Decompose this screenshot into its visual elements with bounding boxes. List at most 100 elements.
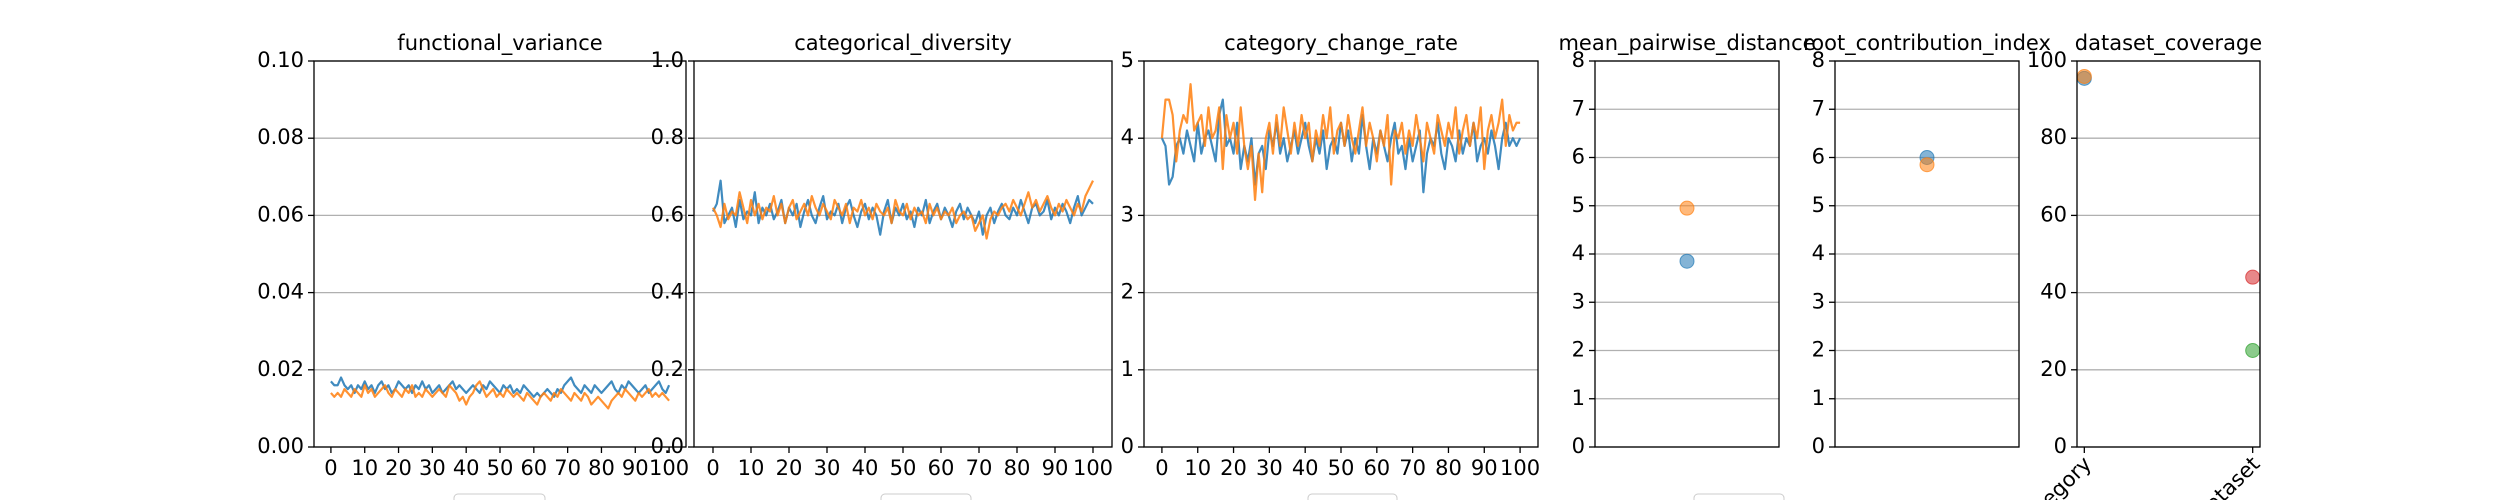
x-tick-label: 30	[814, 456, 841, 480]
legend-box	[453, 493, 546, 500]
x-tick-label: 80	[1004, 456, 1031, 480]
y-tick-label: 1	[1812, 386, 1825, 410]
axes-frame	[693, 60, 1113, 448]
x-tick-label: 30	[1256, 456, 1283, 480]
legend-box	[880, 493, 972, 500]
chart-title: functional_variance	[397, 31, 602, 56]
scatter-point	[2245, 269, 2261, 285]
x-tick-label: 10	[351, 456, 378, 480]
x-tick-label: 100	[1073, 456, 1113, 480]
axes-frame	[1594, 60, 1780, 448]
chart-title: category_change_rate	[1224, 31, 1458, 56]
y-tick-label: 0	[1812, 434, 1825, 458]
x-tick-label: 60	[520, 456, 547, 480]
y-tick-label: 1	[1121, 357, 1134, 381]
chart-title: mean_pairwise_distance	[1558, 31, 1815, 56]
x-tick-label: 80	[588, 456, 615, 480]
y-tick-label: 8	[1812, 48, 1825, 72]
y-tick-label: 2	[1812, 338, 1825, 362]
chart-title: dataset_coverage	[2075, 31, 2262, 56]
x-tick-label: 90	[1042, 456, 1069, 480]
y-tick-label: 0.8	[651, 125, 684, 149]
y-tick-label: 0	[1572, 434, 1585, 458]
x-tick-label: 90	[1471, 456, 1498, 480]
y-tick-label: 2	[1121, 280, 1134, 304]
scatter-point	[1679, 253, 1695, 269]
y-tick-label: 60	[2040, 202, 2067, 226]
y-tick-label: 100	[2027, 48, 2067, 72]
y-tick-label: 3	[1812, 289, 1825, 313]
y-tick-label: 0.6	[651, 202, 684, 226]
axes-frame	[313, 60, 687, 448]
y-tick-label: 0.02	[257, 357, 304, 381]
x-tick-label: 20	[1220, 456, 1247, 480]
y-tick-label: 3	[1121, 202, 1134, 226]
x-tick-label: 0	[1155, 456, 1168, 480]
x-tick-label: 70	[1399, 456, 1426, 480]
y-tick-label: 5	[1812, 193, 1825, 217]
scatter-point	[1919, 157, 1935, 173]
x-tick-label: 40	[852, 456, 879, 480]
axes-frame	[2076, 60, 2261, 448]
scatter-point	[1679, 200, 1695, 216]
y-tick-label: 1.0	[651, 48, 684, 72]
x-tick-label: 40	[453, 456, 480, 480]
y-tick-label: 0.4	[651, 280, 684, 304]
x-tick-label: 50	[890, 456, 917, 480]
y-tick-label: 0.04	[257, 280, 304, 304]
y-tick-label: 1	[1572, 386, 1585, 410]
x-tick-label: 30	[419, 456, 446, 480]
y-tick-label: 6	[1812, 145, 1825, 169]
y-tick-label: 5	[1121, 48, 1134, 72]
y-tick-label: 0.08	[257, 125, 304, 149]
y-tick-label: 4	[1572, 241, 1585, 265]
y-tick-label: 0.00	[257, 434, 304, 458]
y-tick-label: 3	[1572, 289, 1585, 313]
axes-frame	[1143, 60, 1539, 448]
legend-box	[1307, 493, 1398, 500]
x-tick-label: 60	[928, 456, 955, 480]
x-tick-label: 70	[966, 456, 993, 480]
y-tick-label: 20	[2040, 357, 2067, 381]
x-tick-label: 10	[738, 456, 765, 480]
series-line	[330, 380, 670, 410]
scatter-point	[2245, 343, 2261, 358]
y-tick-label: 7	[1812, 96, 1825, 120]
x-tick-label: 10	[1184, 456, 1211, 480]
x-tick-label: 100	[649, 456, 689, 480]
y-tick-label: 7	[1572, 96, 1585, 120]
y-tick-label: 0.10	[257, 48, 304, 72]
y-tick-label: 40	[2040, 280, 2067, 304]
x-tick-label: 40	[1292, 456, 1319, 480]
y-tick-label: 2	[1572, 338, 1585, 362]
y-tick-label: 0.0	[651, 434, 684, 458]
y-tick-label: 0	[2054, 434, 2067, 458]
scatter-point	[2076, 68, 2092, 84]
chart-title: categorical_diversity	[794, 31, 1012, 56]
x-tick-label: 0	[324, 456, 337, 480]
legend-box	[1693, 493, 1785, 500]
y-tick-label: 0.2	[651, 357, 684, 381]
series-line	[1160, 83, 1521, 202]
x-tick-label: 70	[554, 456, 581, 480]
y-tick-label: 4	[1812, 241, 1825, 265]
x-tick-label: 20	[385, 456, 412, 480]
x-tick-label: 20	[776, 456, 803, 480]
y-tick-label: 80	[2040, 125, 2067, 149]
y-tick-label: 0.06	[257, 202, 304, 226]
x-tick-label: 50	[1328, 456, 1355, 480]
y-tick-label: 4	[1121, 125, 1134, 149]
x-tick-label: 60	[1363, 456, 1390, 480]
axes-frame	[1834, 60, 2020, 448]
x-tick-label: 0	[706, 456, 719, 480]
x-tick-label: 80	[1435, 456, 1462, 480]
y-tick-label: 8	[1572, 48, 1585, 72]
x-tick-label: 100	[1500, 456, 1540, 480]
series-line	[712, 180, 1094, 240]
chart-title: root_contribution_index	[1803, 31, 2051, 56]
x-tick-label: 50	[487, 456, 514, 480]
x-tick-label: 90	[622, 456, 649, 480]
y-tick-label: 0	[1121, 434, 1134, 458]
